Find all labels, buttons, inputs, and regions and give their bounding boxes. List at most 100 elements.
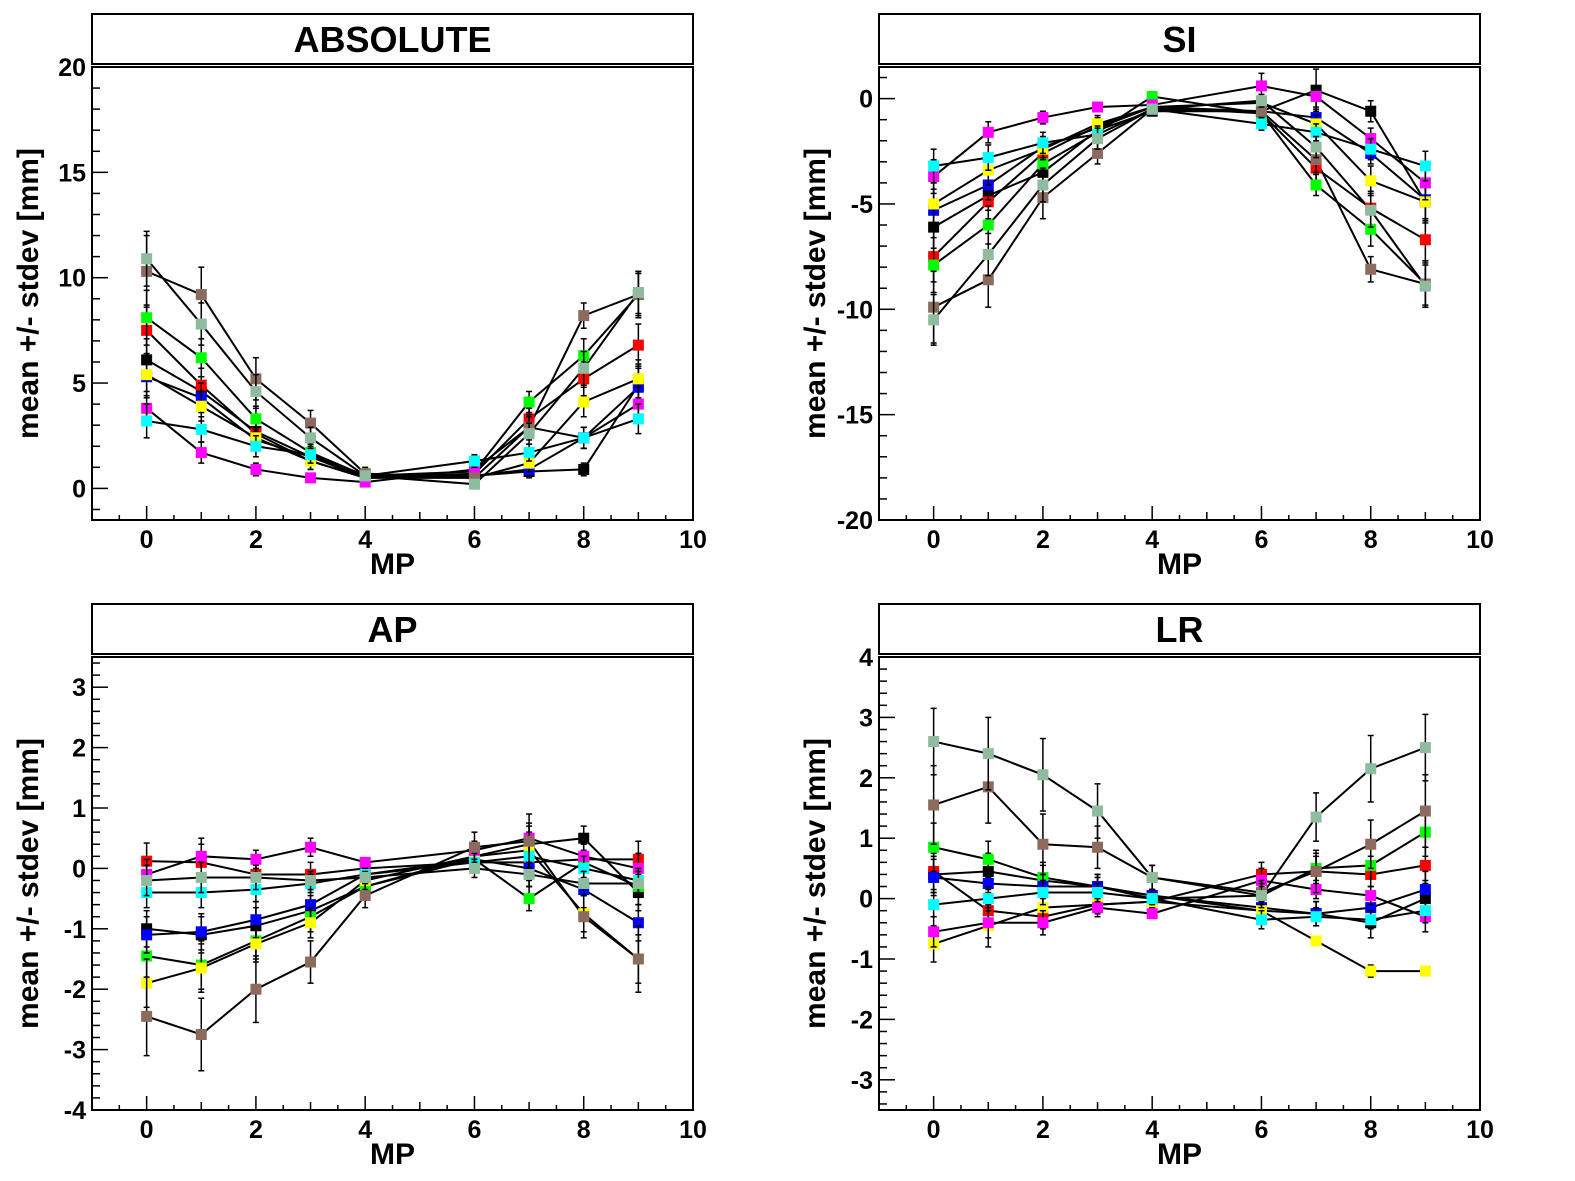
x-tick-label: 10: [1466, 526, 1494, 554]
series-7: [933, 785, 1426, 894]
data-point: [1419, 280, 1431, 292]
series-markers-3: [928, 101, 1431, 233]
y-tick-label: -2: [64, 976, 86, 1004]
series-markers-3: [928, 858, 1431, 927]
data-point: [578, 396, 590, 408]
plot-frame: [878, 66, 1481, 521]
x-tick-label: 10: [679, 526, 707, 554]
series-markers-5: [928, 867, 1431, 948]
data-point: [305, 472, 317, 484]
data-point: [1255, 890, 1267, 902]
data-point: [305, 874, 317, 886]
data-point: [1419, 160, 1431, 172]
data-point: [1310, 126, 1322, 138]
data-point: [1419, 805, 1431, 817]
plot-frame: [91, 66, 694, 521]
data-point: [305, 449, 317, 461]
series-markers-8: [141, 858, 644, 897]
data-point: [982, 249, 994, 261]
chart-svg: SI 0 2 4 6 8 10 -20 -15 -10 -5 0 MP mean +/- stdev [m…: [799, 13, 1494, 581]
data-point: [195, 352, 207, 364]
data-point: [928, 899, 940, 911]
series-markers-8: [928, 93, 1431, 346]
data-point: [578, 310, 590, 322]
data-point: [1310, 935, 1322, 947]
data-point: [578, 911, 590, 923]
data-point: [632, 339, 644, 351]
plot-frame: [878, 656, 1481, 1111]
data-point: [1419, 196, 1431, 208]
series-line: [146, 837, 639, 876]
data-point: [195, 962, 207, 974]
data-point: [1419, 234, 1431, 246]
data-point: [928, 259, 940, 271]
series-markers-2: [141, 272, 644, 482]
series-6: [146, 417, 639, 477]
data-point: [1037, 158, 1049, 170]
y-tick-label: 0: [859, 86, 873, 114]
y-tick-label: 3: [859, 704, 873, 732]
data-point: [1092, 118, 1104, 130]
x-tick-label: 0: [140, 1116, 154, 1144]
data-point: [1092, 133, 1104, 145]
data-point: [982, 917, 994, 929]
data-point: [305, 417, 317, 429]
data-point: [1419, 884, 1431, 896]
data-point: [250, 463, 262, 475]
title-box: [878, 13, 1481, 65]
data-point: [1255, 80, 1267, 92]
data-point: [1365, 965, 1377, 977]
y-tick-label: 2: [72, 735, 86, 763]
data-point: [250, 413, 262, 425]
data-point: [1092, 101, 1104, 113]
x-axis-label: MP: [1157, 548, 1202, 581]
data-point: [1037, 917, 1049, 929]
y-tick-label: 1: [72, 795, 86, 823]
data-point: [250, 853, 262, 865]
y-tick-label: 0: [859, 886, 873, 914]
data-point: [1255, 105, 1267, 117]
data-point: [250, 385, 262, 397]
data-point: [523, 457, 535, 469]
data-point: [982, 152, 994, 164]
data-point: [1310, 865, 1322, 877]
y-tick-label: 0: [72, 475, 86, 503]
data-point: [1419, 859, 1431, 871]
series-markers-0: [141, 825, 644, 954]
x-axis-label: MP: [370, 548, 415, 581]
series-6: [933, 108, 1426, 168]
series-5: [933, 84, 1426, 184]
series-line: [146, 270, 639, 479]
series-1: [932, 106, 1426, 258]
y-tick-label: 5: [72, 370, 86, 398]
series-markers-2: [928, 807, 1431, 906]
data-point: [1092, 147, 1104, 159]
data-point: [578, 832, 590, 844]
data-point: [141, 950, 153, 962]
data-point: [1037, 769, 1049, 781]
data-point: [141, 253, 153, 265]
data-point: [1146, 871, 1158, 883]
data-point: [1419, 905, 1431, 917]
data-point: [578, 362, 590, 374]
x-tick-label: 2: [249, 1116, 263, 1144]
data-point: [250, 871, 262, 883]
data-point: [141, 312, 153, 324]
y-tick-label: 4: [859, 644, 873, 672]
series-line: [933, 785, 1426, 894]
series-8: [932, 99, 1427, 321]
panel-absolute: ABSOLUTE 0 2 4 6 8 10 0 5 10 15 20 MP mean +/- stdev …: [0, 0, 787, 590]
data-point: [1365, 223, 1377, 235]
data-point: [632, 953, 644, 965]
data-point: [1037, 179, 1049, 191]
series-line: [933, 108, 1426, 309]
data-point: [1146, 893, 1158, 905]
chart-svg: AP 0 2 4 6 8 10 -4 -3 -2 -1 0 1 2 3 MP mean +/- stdev [m…: [12, 603, 707, 1171]
x-axis-label: MP: [1157, 1138, 1202, 1171]
data-point: [359, 856, 371, 868]
data-point: [250, 983, 262, 995]
series-markers-7: [141, 813, 644, 1072]
data-point: [468, 463, 480, 475]
data-point: [928, 736, 940, 748]
data-point: [141, 929, 153, 941]
